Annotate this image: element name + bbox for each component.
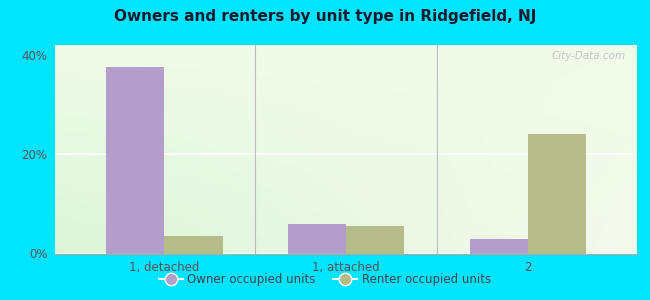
Bar bbox=[346, 226, 404, 253]
Text: City-Data.com: City-Data.com bbox=[551, 51, 625, 61]
Bar bbox=[528, 134, 586, 254]
Legend: Owner occupied units, Renter occupied units: Owner occupied units, Renter occupied un… bbox=[154, 269, 496, 291]
Bar bbox=[470, 238, 528, 253]
Bar bbox=[106, 67, 164, 254]
Bar bbox=[164, 236, 222, 254]
Bar bbox=[288, 224, 346, 254]
Text: Owners and renters by unit type in Ridgefield, NJ: Owners and renters by unit type in Ridge… bbox=[114, 9, 536, 24]
